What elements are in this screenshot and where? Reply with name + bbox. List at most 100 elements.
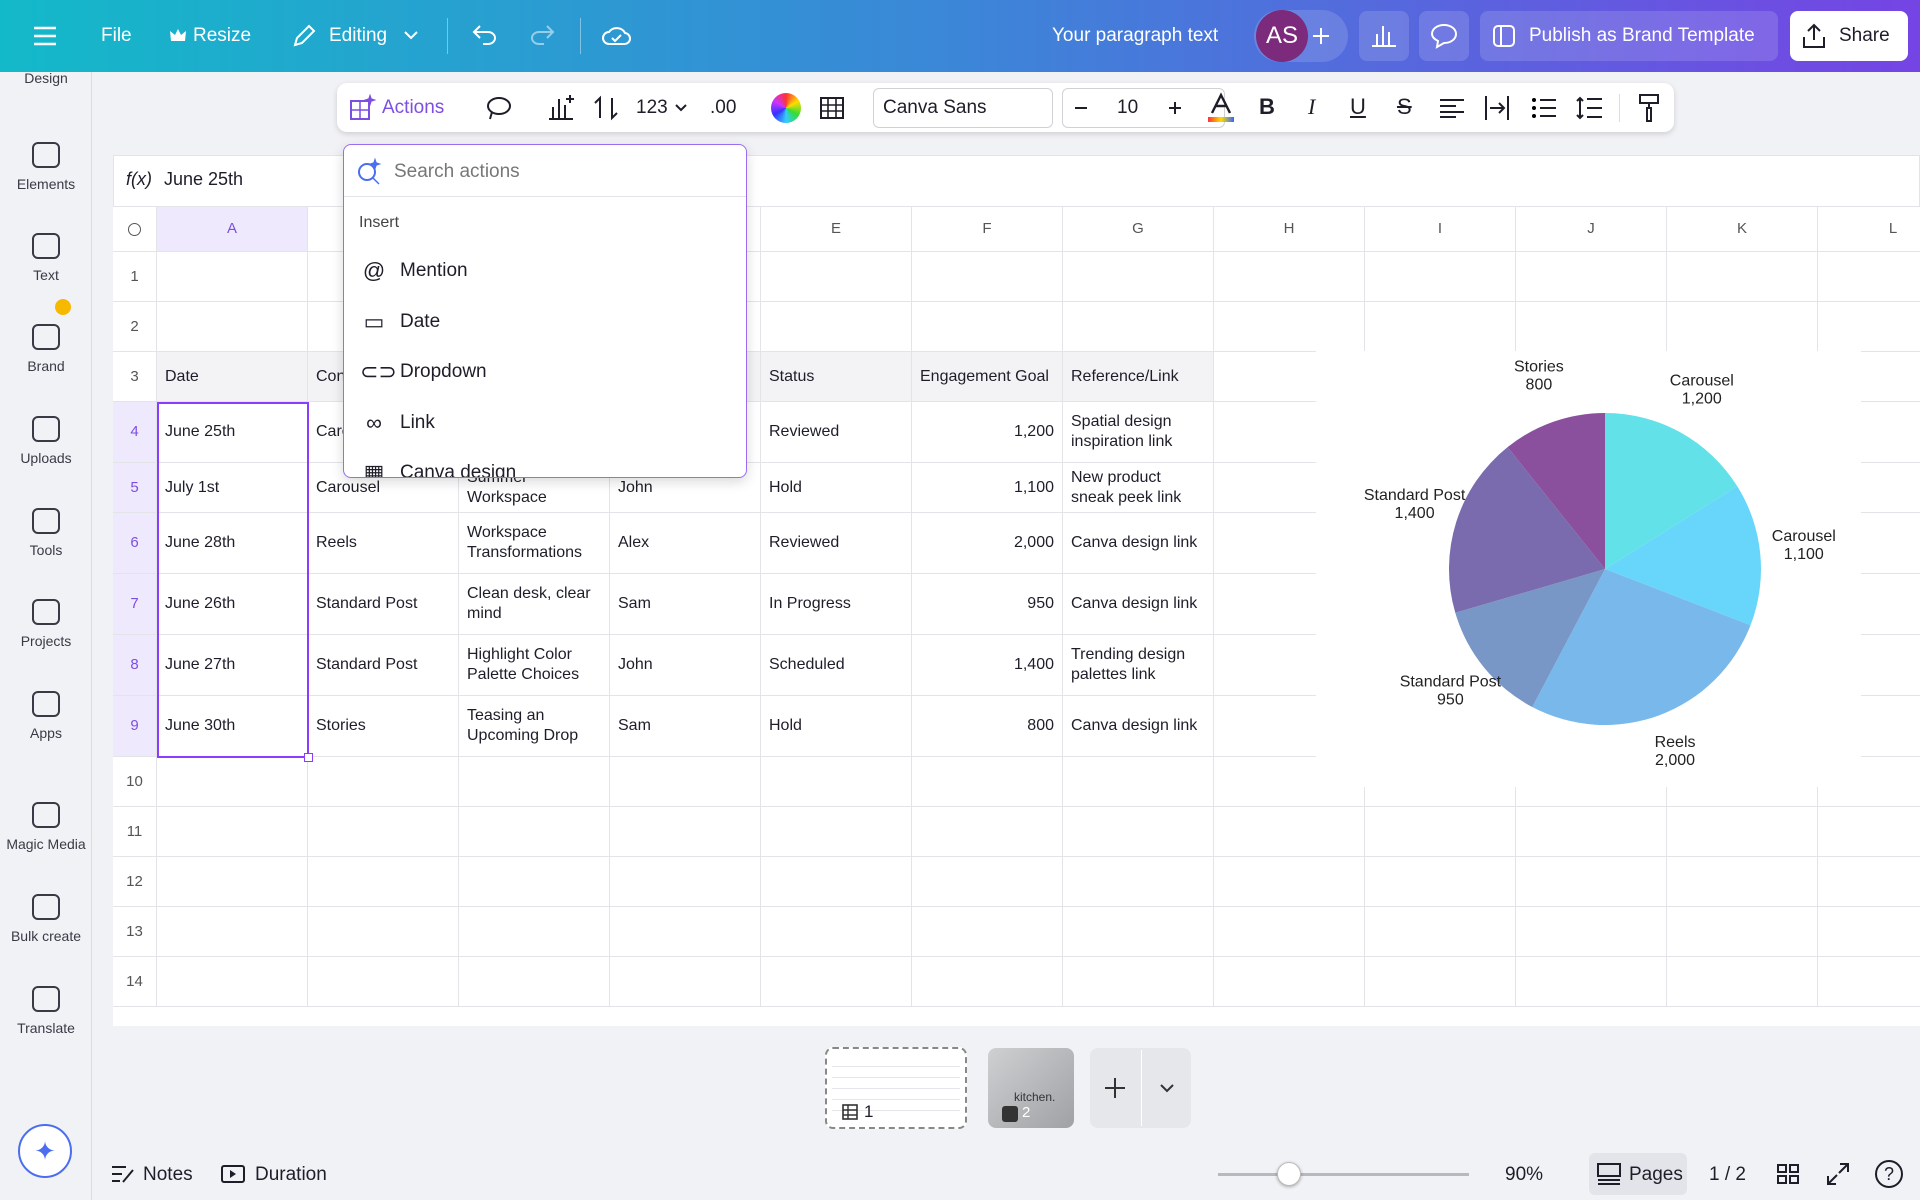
cell[interactable]: Canva design link	[1063, 513, 1214, 574]
empty-cell[interactable]	[1667, 857, 1818, 907]
empty-cell[interactable]	[610, 957, 761, 1007]
column-header[interactable]: L	[1818, 207, 1920, 252]
empty-cell[interactable]	[912, 302, 1063, 352]
empty-cell[interactable]	[761, 302, 912, 352]
undo-icon[interactable]	[472, 25, 497, 45]
sidebar-item[interactable]: Projects	[20, 633, 72, 649]
empty-cell[interactable]	[610, 907, 761, 957]
sidebar-item[interactable]: Bulk create	[10, 928, 82, 944]
empty-cell[interactable]	[761, 252, 912, 302]
row-header[interactable]: 5	[113, 463, 157, 513]
row-header[interactable]: 11	[113, 807, 157, 857]
cell[interactable]: Trending design palettes link	[1063, 635, 1214, 696]
empty-cell[interactable]	[157, 907, 308, 957]
empty-cell[interactable]	[459, 907, 610, 957]
empty-cell[interactable]	[1818, 907, 1920, 957]
empty-cell[interactable]	[459, 807, 610, 857]
cell[interactable]: Hold	[761, 463, 912, 513]
menu-item[interactable]: Link	[400, 411, 435, 433]
column-header[interactable]: K	[1667, 207, 1818, 252]
zoom-knob[interactable]	[1277, 1162, 1301, 1186]
redo-icon[interactable]	[530, 25, 555, 45]
empty-cell[interactable]	[459, 757, 610, 807]
cell[interactable]: John	[610, 635, 761, 696]
empty-cell[interactable]	[308, 907, 459, 957]
empty-cell[interactable]	[308, 957, 459, 1007]
empty-cell[interactable]	[1516, 957, 1667, 1007]
empty-cell[interactable]	[912, 757, 1063, 807]
number-format[interactable]: 123	[636, 97, 668, 118]
cell[interactable]: Standard Post	[308, 635, 459, 696]
cell[interactable]: Status	[761, 352, 912, 402]
cell[interactable]: In Progress	[761, 574, 912, 635]
publish-button[interactable]	[1480, 11, 1778, 61]
cell[interactable]: Sam	[610, 696, 761, 757]
empty-cell[interactable]	[1063, 302, 1214, 352]
duration-button[interactable]: Duration	[255, 1164, 327, 1185]
cell[interactable]: Reviewed	[761, 513, 912, 574]
empty-cell[interactable]	[1214, 957, 1365, 1007]
empty-cell[interactable]	[459, 857, 610, 907]
sidebar-item[interactable]: Translate	[17, 1020, 75, 1036]
cell[interactable]: 1,400	[912, 635, 1063, 696]
cell[interactable]: June 28th	[157, 513, 308, 574]
empty-cell[interactable]	[1214, 807, 1365, 857]
cell[interactable]: Highlight Color Palette Choices	[459, 635, 610, 696]
indent-icon[interactable]	[1484, 96, 1510, 120]
row-header[interactable]: 12	[113, 857, 157, 907]
cell[interactable]: Reference/Link	[1063, 352, 1214, 402]
align-icon[interactable]	[1440, 99, 1464, 118]
increase-size[interactable]	[1169, 102, 1181, 114]
cell[interactable]: Reviewed	[761, 402, 912, 463]
column-header[interactable]: I	[1365, 207, 1516, 252]
empty-cell[interactable]	[1063, 252, 1214, 302]
cell[interactable]: New product sneak peek link	[1063, 463, 1214, 513]
grid-view[interactable]	[1777, 1164, 1799, 1184]
help[interactable]: ?	[1875, 1160, 1903, 1188]
row-header[interactable]: 1	[113, 252, 157, 302]
sidebar-item[interactable]: Text	[33, 267, 59, 283]
sidebar-item[interactable]: Brand	[27, 358, 65, 374]
empty-cell[interactable]	[761, 857, 912, 907]
menu-item[interactable]: Canva design	[400, 462, 517, 478]
zoom-slider[interactable]	[1218, 1173, 1469, 1176]
column-header[interactable]: E	[761, 207, 912, 252]
more-pages[interactable]	[1160, 1084, 1174, 1093]
empty-cell[interactable]	[1818, 957, 1920, 1007]
cell[interactable]: Reels	[308, 513, 459, 574]
add-page[interactable]	[1105, 1078, 1125, 1098]
column-header[interactable]: H	[1214, 207, 1365, 252]
page-thumbnail[interactable]	[988, 1048, 1074, 1128]
cell[interactable]: Stories	[308, 696, 459, 757]
column-header[interactable]: A	[157, 207, 308, 252]
color-picker[interactable]	[771, 93, 801, 123]
empty-cell[interactable]	[308, 857, 459, 907]
chart-insert-icon[interactable]	[548, 95, 574, 121]
empty-cell[interactable]	[157, 757, 308, 807]
cell[interactable]: 1,200	[912, 402, 1063, 463]
empty-cell[interactable]	[1063, 957, 1214, 1007]
zoom-level[interactable]: 90%	[1505, 1164, 1544, 1185]
empty-cell[interactable]	[912, 857, 1063, 907]
table-icon[interactable]	[820, 97, 844, 119]
formula-value[interactable]: June 25th	[164, 169, 244, 189]
actions-button[interactable]: Actions	[382, 97, 445, 118]
empty-cell[interactable]	[912, 252, 1063, 302]
empty-cell[interactable]	[1214, 252, 1365, 302]
empty-cell[interactable]	[1365, 907, 1516, 957]
magic-assistant[interactable]: ✦	[18, 1124, 72, 1178]
cell[interactable]: Spatial design inspiration link	[1063, 402, 1214, 463]
cell[interactable]: 1,100	[912, 463, 1063, 513]
notes-button[interactable]: Notes	[143, 1164, 193, 1185]
empty-cell[interactable]	[1365, 252, 1516, 302]
cell[interactable]: Workspace Transformations	[459, 513, 610, 574]
empty-cell[interactable]	[1667, 302, 1818, 352]
empty-cell[interactable]	[1063, 857, 1214, 907]
empty-cell[interactable]	[912, 957, 1063, 1007]
cell[interactable]: Scheduled	[761, 635, 912, 696]
empty-cell[interactable]	[1516, 807, 1667, 857]
fullscreen[interactable]	[1827, 1163, 1849, 1185]
cell[interactable]: Canva design link	[1063, 696, 1214, 757]
cell[interactable]: June 25th	[157, 402, 308, 463]
editing-mode[interactable]: Editing	[329, 25, 388, 46]
